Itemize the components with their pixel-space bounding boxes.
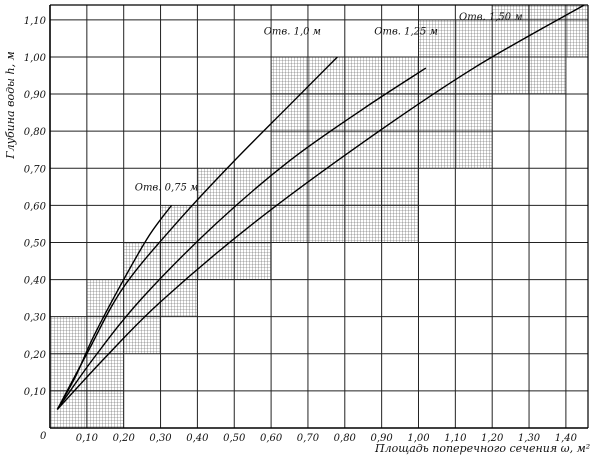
y-tick-label: 0,30 bbox=[24, 313, 47, 324]
series-layer bbox=[56, 4, 585, 410]
x-tick-label: 0,10 bbox=[76, 433, 99, 444]
y-tick-label: 1,00 bbox=[24, 53, 47, 64]
shaded-cell-6 bbox=[160, 205, 198, 243]
x-tick-label: 0,80 bbox=[334, 433, 357, 444]
x-tick-label: 1,10 bbox=[444, 433, 467, 444]
y-tick-label: 0,50 bbox=[24, 238, 47, 249]
x-tick-label: 0,30 bbox=[149, 433, 172, 444]
x-tick-label: 0,60 bbox=[260, 433, 283, 444]
series-line-2 bbox=[56, 67, 427, 410]
x-tick-label: 0,70 bbox=[297, 433, 320, 444]
y-tick-label: 0,20 bbox=[24, 350, 47, 361]
y-tick-label: 0,90 bbox=[24, 90, 47, 101]
series-line-0 bbox=[56, 204, 173, 410]
x-tick-label: 0,50 bbox=[223, 433, 246, 444]
x-tick-label: 0,90 bbox=[371, 433, 394, 444]
shaded-cell-1 bbox=[86, 390, 124, 428]
series-line-3 bbox=[56, 4, 585, 410]
tick-labels-layer: 0,10 0,20 0,30 0,40 0,50 0,60 0,70 0,80 0,90 1,00… bbox=[24, 16, 578, 444]
origin-label: 0 bbox=[40, 431, 47, 442]
y-tick-label: 0,70 bbox=[24, 164, 47, 175]
series-label-1: Отв. 1,0 м bbox=[264, 27, 321, 38]
x-tick-label: 1,40 bbox=[555, 433, 578, 444]
y-tick-label: 0,40 bbox=[24, 276, 47, 287]
y-tick-label: 1,10 bbox=[24, 16, 47, 27]
grid-layer bbox=[50, 5, 588, 428]
series-label-3: Отв. 1,50 м bbox=[459, 12, 523, 23]
x-tick-label: 1,30 bbox=[518, 433, 541, 444]
x-axis-title: Площадь поперечного сечения ω, м² bbox=[374, 442, 590, 455]
shaded-grid-layer bbox=[50, 5, 588, 428]
shaded-cell-2 bbox=[86, 279, 124, 391]
series-line-1 bbox=[56, 56, 338, 410]
shaded-cell-17 bbox=[565, 5, 588, 57]
y-axis-title: Глубина воды h, м bbox=[4, 51, 17, 159]
x-tick-label: 1,00 bbox=[407, 433, 430, 444]
y-tick-label: 0,80 bbox=[24, 127, 47, 138]
series-label-2: Отв. 1,25 м bbox=[374, 27, 438, 38]
series-label-0: Отв. 0,75 м bbox=[135, 183, 199, 194]
series-labels-layer: Отв. 0,75 м Отв. 1,0 м Отв. 1,25 м Отв. 1,5… bbox=[135, 12, 523, 194]
y-tick-label: 0,60 bbox=[24, 201, 47, 212]
x-tick-label: 0,20 bbox=[113, 433, 136, 444]
x-tick-label: 1,20 bbox=[481, 433, 504, 444]
x-tick-label: 0,40 bbox=[186, 433, 209, 444]
y-tick-label: 0,10 bbox=[24, 387, 47, 398]
shaded-cell-0 bbox=[50, 316, 87, 428]
axes-layer bbox=[49, 4, 589, 429]
